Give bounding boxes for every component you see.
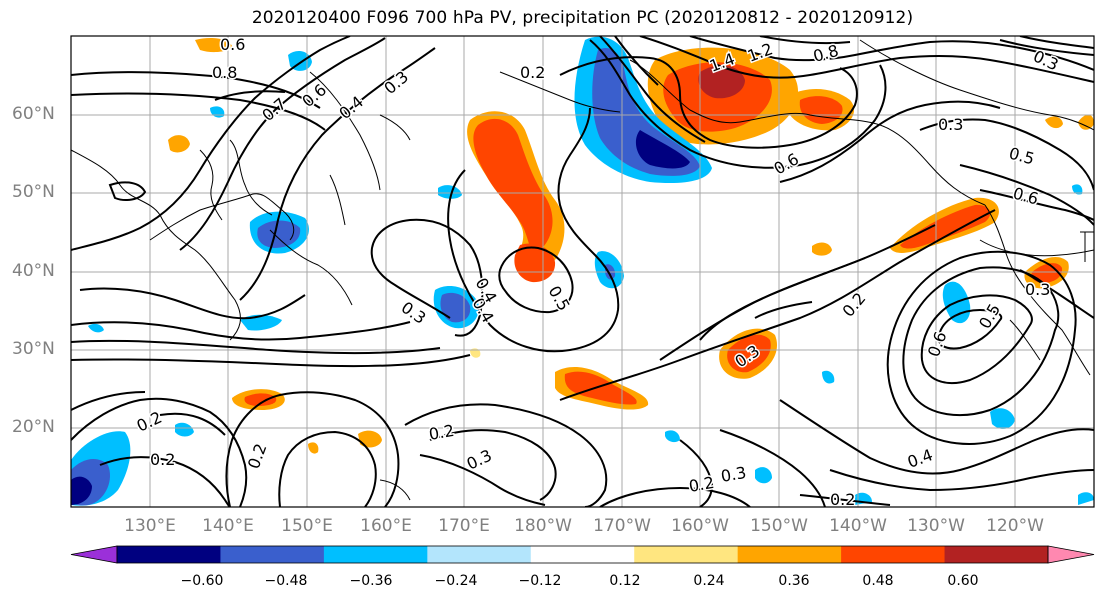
colorbar-segment	[530, 546, 635, 563]
contour-label: 0.8	[811, 41, 841, 66]
contour-label: 0.2	[244, 441, 271, 471]
lat-label: 20°N	[12, 417, 55, 437]
lon-label: 130°W	[907, 516, 965, 536]
colorbar-tick-label: −0.48	[264, 573, 308, 589]
colorbar-tick-label: 0.36	[778, 573, 810, 589]
colorbar-segment	[427, 546, 532, 563]
precip-negative-shading	[71, 36, 1094, 506]
pv-contours	[71, 36, 1094, 507]
lat-lon-grid	[71, 36, 1094, 507]
colorbar-tick-label: 0.60	[947, 573, 979, 589]
lat-label: 50°N	[12, 182, 55, 202]
colorbar-tick-label: −0.24	[434, 573, 478, 589]
colorbar-tick-label: 0.24	[693, 573, 725, 589]
colorbar-tick-label: 0.12	[609, 573, 641, 589]
contour-label: 0.6	[298, 80, 330, 111]
colorbar-tick-label: −0.12	[518, 573, 562, 589]
contour-label: 0.2	[839, 289, 870, 321]
colorbar-extend-min	[70, 545, 118, 564]
colorbar-segment	[944, 546, 1049, 563]
lon-label: 160°E	[360, 516, 412, 536]
colorbar-segment	[220, 546, 325, 563]
contour-label: 0.3	[380, 67, 412, 98]
lon-label: 150°W	[750, 516, 808, 536]
map-frame	[70, 35, 1095, 508]
contour-label: 0.5	[975, 300, 1004, 332]
contour-label: 0.6	[220, 35, 245, 54]
colorbar-frame	[116, 545, 1049, 564]
contour-label: 0.4	[905, 445, 935, 472]
contour-label: 0.3	[1025, 280, 1050, 299]
lon-label: 140°W	[829, 516, 887, 536]
lon-label: 170°W	[593, 516, 651, 536]
colorbar-segment	[841, 546, 946, 563]
colorbar	[70, 545, 1095, 564]
lat-label: 30°N	[12, 339, 55, 359]
contour-label: 0.5	[545, 283, 574, 315]
lon-label: 160°W	[671, 516, 729, 536]
contour-label: 0.2	[134, 408, 165, 436]
contour-label: 0.6	[924, 329, 951, 359]
colorbar-extend-max	[1047, 545, 1095, 564]
contour-label: 0.2	[427, 421, 455, 444]
map-title: 2020120400 F096 700 hPa PV, precipitatio…	[251, 8, 914, 28]
contour-label: 0.2	[520, 63, 545, 82]
lon-label: 180°W	[514, 516, 572, 536]
map-plot: 0.6 0.8 0.7 0.6 0.4 0.3 0.2 1.4 1.2 0.8 …	[71, 35, 1094, 509]
contour-label: 0.3	[719, 463, 747, 486]
contour-label: 0.8	[212, 63, 237, 82]
colorbar-segment	[634, 546, 739, 563]
contour-label: 0.3	[938, 115, 963, 134]
lon-label: 150°E	[281, 516, 333, 536]
colorbar-tick-label: −0.36	[349, 573, 393, 589]
contour-label: 0.6	[771, 149, 803, 178]
lon-label: 130°E	[124, 516, 176, 536]
lat-label: 40°N	[12, 261, 55, 281]
lon-label: 120°W	[986, 516, 1044, 536]
colorbar-segment	[737, 546, 842, 563]
colorbar-tick-label: 0.48	[862, 573, 894, 589]
contour-label: 0.2	[150, 450, 175, 469]
contour-label: 0.5	[1007, 144, 1037, 169]
colorbar-segment	[117, 546, 221, 563]
colorbar-segment	[323, 546, 428, 563]
precip-positive-shading	[168, 38, 1094, 454]
lon-label: 170°E	[438, 516, 490, 536]
lon-label: 140°E	[202, 516, 254, 536]
contour-label: 0.7	[258, 94, 290, 125]
colorbar-tick-label: −0.60	[180, 573, 224, 589]
contour-label: 0.2	[830, 490, 855, 509]
lat-label: 60°N	[12, 104, 55, 124]
